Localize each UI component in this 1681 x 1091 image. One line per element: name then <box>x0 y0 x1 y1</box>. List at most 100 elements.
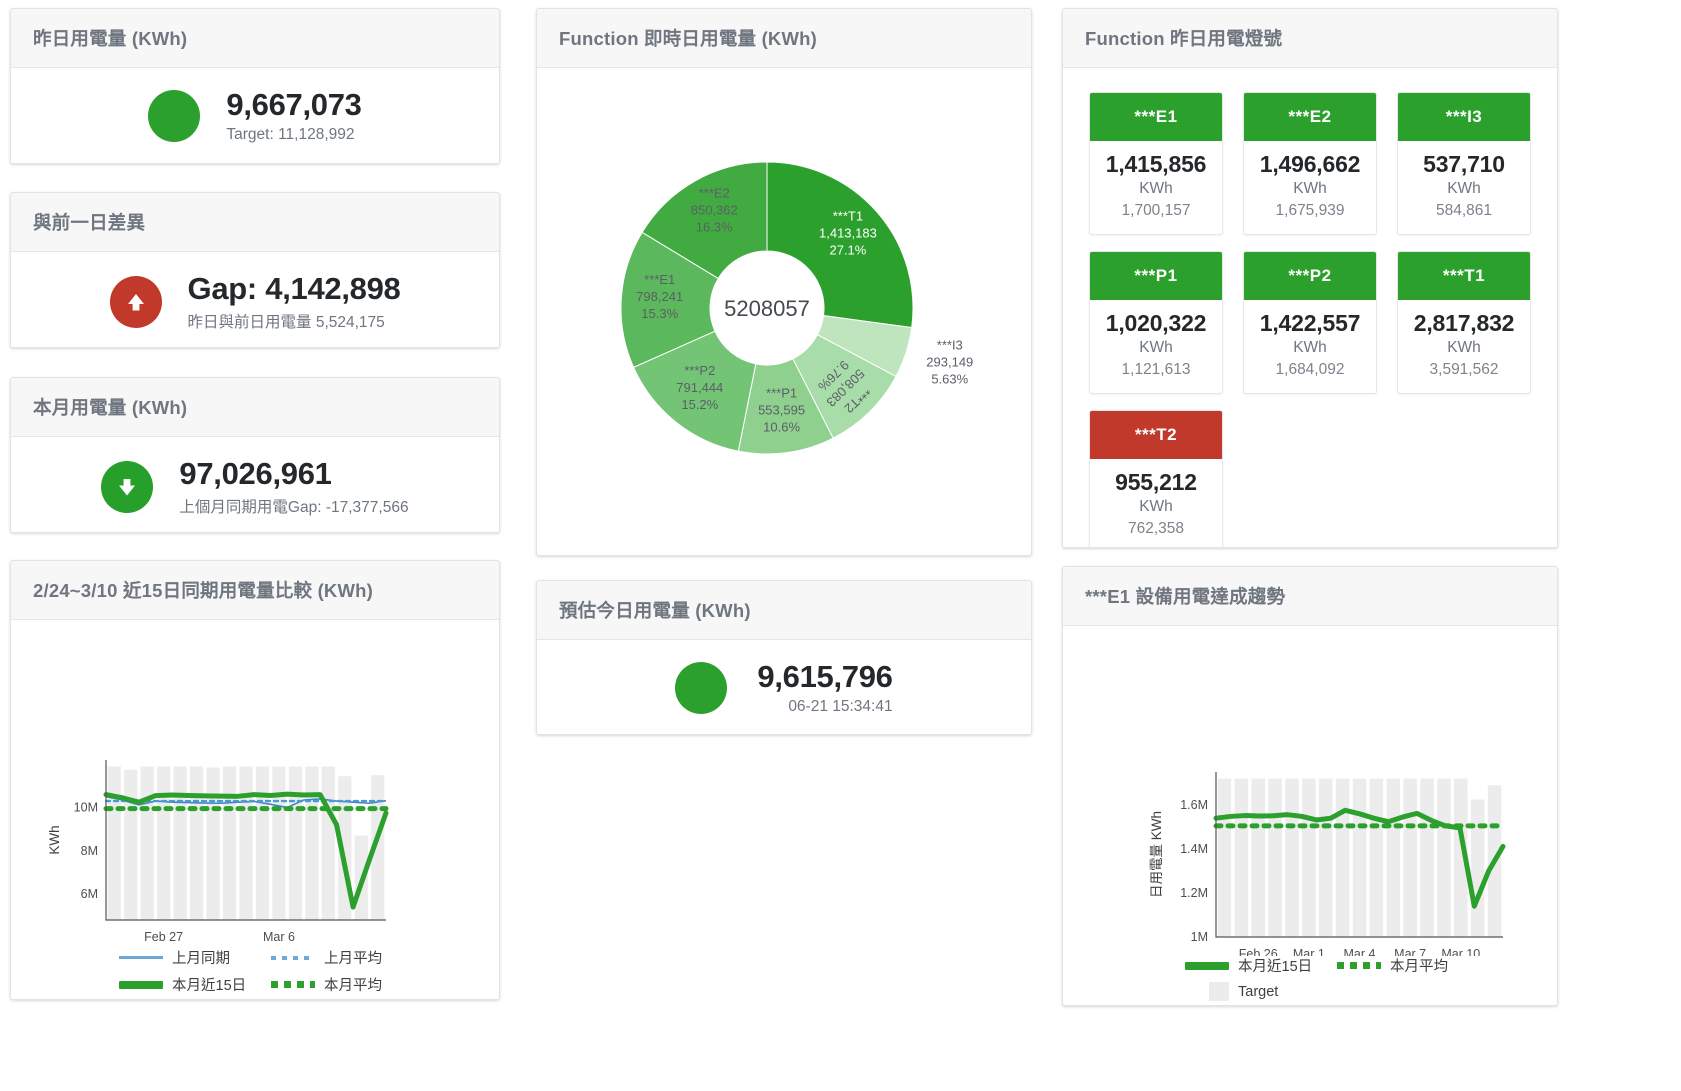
status-badge: ***E2 <box>1244 93 1376 141</box>
target-bar <box>305 766 319 920</box>
target-bar <box>190 766 204 920</box>
status-tile-T2[interactable]: ***T2 955,212 KWh 762,358 <box>1089 410 1223 547</box>
legend-item-Target[interactable]: Target <box>1209 982 1278 1001</box>
y-axis-label: 日用電量 KWh <box>1149 811 1164 898</box>
kpi-text: 97,026,961 上個月同期用電Gap: -17,377,566 <box>179 456 409 517</box>
card-e1-equipment-trend: ***E1 設備用電達成趨勢 1M 1.2M 1.4M 1.6M Feb 26 Mar 1… <box>1062 566 1558 1006</box>
e1trend-svg: 1M 1.2M 1.4M 1.6M Feb 26 Mar 1 Mar 4 Mar 7 Mar 1… <box>1149 772 1506 961</box>
legend-swatch-icon <box>271 981 315 988</box>
svg-text:***I3: ***I3 <box>937 338 963 353</box>
y-axis-tick: 1.4M <box>1180 842 1208 856</box>
legend-swatch-icon <box>119 956 163 959</box>
y-axis-tick: 1.6M <box>1180 798 1208 812</box>
status-tile-grid: ***E1 1,415,856 KWh 1,700,157 ***E2 1,496,662… <box>1063 68 1557 547</box>
donut-svg: ***T1 1,413,183 27.1% ***I3 293,149 5.63% ***T… <box>620 161 973 455</box>
kpi-value: 9,667,073 <box>226 87 362 122</box>
donut-center-total: 5208057 <box>724 296 810 321</box>
tile-target: 1,700,157 <box>1121 202 1191 219</box>
legend-item-上月同期[interactable]: 上月同期 <box>119 947 271 968</box>
card-body: 9,667,073 Target: 11,128,992 <box>11 68 499 163</box>
legend-item-本月近15日[interactable]: 本月近15日 <box>1185 955 1337 976</box>
kpi-row: Gap: 4,142,898 昨日與前日用電量 5,524,175 <box>11 252 499 347</box>
x-axis-tick: Mar 1 <box>1293 947 1325 956</box>
target-bar <box>1470 799 1485 937</box>
card-body: ***T1 1,413,183 27.1% ***I3 293,149 5.63% ***T… <box>537 68 1031 555</box>
tile-target: 1,121,613 <box>1121 361 1191 378</box>
card-title: 本月用電量 (KWh) <box>11 378 499 437</box>
legend-swatch-icon <box>1337 962 1381 969</box>
svg-text:1,413,183: 1,413,183 <box>819 225 877 240</box>
card-title: 預估今日用電量 (KWh) <box>537 581 1031 640</box>
y-axis-label: KWh <box>47 825 62 854</box>
legend-label: 本月近15日 <box>1238 959 1313 975</box>
target-bar <box>272 766 286 920</box>
status-badge: ***E1 <box>1090 93 1222 141</box>
tile-value: 537,710 <box>1423 151 1505 177</box>
card-15day-comparison: 2/24~3/10 近15日同期用電量比較 (KWh) 6M 8M 10M Feb 2… <box>10 560 500 1000</box>
card-estimated-today: 預估今日用電量 (KWh) 9,615,796 06-21 15:34:41 <box>536 580 1032 735</box>
tile-unit: KWh <box>1293 339 1327 356</box>
x-axis-tick: Feb 27 <box>144 930 183 944</box>
status-tile-E1[interactable]: ***E1 1,415,856 KWh 1,700,157 <box>1089 92 1223 235</box>
chart-axes <box>1215 772 1503 938</box>
status-circle-icon <box>675 661 728 714</box>
status-tile-I3[interactable]: ***I3 537,710 KWh 584,861 <box>1397 92 1531 235</box>
tile-target: 3,591,562 <box>1429 361 1499 378</box>
y-axis-tick: 10M <box>74 801 98 815</box>
kpi-subtext: 昨日與前日用電量 5,524,175 <box>187 313 385 331</box>
legend-swatch-icon <box>119 980 163 989</box>
target-bar <box>1268 778 1282 937</box>
target-bar <box>1403 778 1417 937</box>
status-badge: ***T1 <box>1398 252 1530 300</box>
donut-slice-E1[interactable] <box>620 231 719 368</box>
target-bar <box>1318 778 1333 937</box>
status-tile-E2[interactable]: ***E2 1,496,662 KWh 1,675,939 <box>1243 92 1377 235</box>
x-axis-tick: Mar 4 <box>1344 947 1376 956</box>
svg-text:553,595: 553,595 <box>758 403 805 418</box>
svg-text:791,444: 791,444 <box>676 380 723 395</box>
status-badge: ***T2 <box>1090 411 1222 459</box>
y-axis-tick: 1.2M <box>1180 886 1208 900</box>
target-bar <box>321 766 335 920</box>
target-bar <box>1386 778 1401 937</box>
status-tile-P1[interactable]: ***P1 1,020,322 KWh 1,121,613 <box>1089 251 1223 394</box>
legend-item-上月平均[interactable]: 上月平均 <box>271 947 423 968</box>
legend-swatch-icon <box>271 955 315 960</box>
status-tile-P2[interactable]: ***P2 1,422,557 KWh 1,684,092 <box>1243 251 1377 394</box>
svg-text:850,362: 850,362 <box>691 202 738 217</box>
tile-target: 584,861 <box>1435 202 1493 219</box>
tile-value: 955,212 <box>1115 469 1197 495</box>
donut-slice-T1[interactable] <box>766 161 914 329</box>
target-bar <box>1217 778 1232 937</box>
legend-item-本月平均[interactable]: 本月平均 <box>271 974 423 995</box>
kpi-subtext: 上個月同期用電Gap: -17,377,566 <box>179 498 409 516</box>
card-function-realtime-donut: Function 即時日用電量 (KWh) ***T1 1,413,183 27.1… <box>536 8 1032 556</box>
x-axis-tick: Mar 10 <box>1441 947 1480 956</box>
legend-label: 本月平均 <box>1390 959 1448 975</box>
svg-text:15.2%: 15.2% <box>681 397 718 412</box>
target-bar <box>239 766 253 920</box>
card-body: Gap: 4,142,898 昨日與前日用電量 5,524,175 <box>11 252 499 347</box>
legend-item-本月平均[interactable]: 本月平均 <box>1337 955 1489 976</box>
tile-target: 1,675,939 <box>1275 202 1345 219</box>
kpi-row: 9,615,796 06-21 15:34:41 <box>537 640 1031 734</box>
card-body: 6M 8M 10M Feb 27 Mar 6 KWh 上月同期 上月平均 本月近15日 本月平均… <box>11 620 499 999</box>
svg-text:***E1: ***E1 <box>644 272 675 287</box>
legend-label: 上月平均 <box>324 951 382 967</box>
donut-slice-E2[interactable] <box>641 161 768 280</box>
chart-axes <box>105 760 386 921</box>
svg-text:798,241: 798,241 <box>636 289 683 304</box>
donut-slice-P2[interactable] <box>632 330 757 452</box>
arrow-up-icon <box>109 275 162 328</box>
legend-row: 本月近15日 本月平均 <box>119 974 499 995</box>
status-badge: ***I3 <box>1398 93 1530 141</box>
card-body: 97,026,961 上個月同期用電Gap: -17,377,566 <box>11 437 499 532</box>
target-bar <box>1251 778 1265 937</box>
card-yesterday-usage: 昨日用電量 (KWh) 9,667,073 Target: 11,128,992 <box>10 8 500 164</box>
svg-text:10.6%: 10.6% <box>763 420 800 435</box>
status-tile-T1[interactable]: ***T1 2,817,832 KWh 3,591,562 <box>1397 251 1531 394</box>
tile-body: 1,415,856 KWh 1,700,157 <box>1090 141 1222 234</box>
legend-item-本月近15日[interactable]: 本月近15日 <box>119 974 271 995</box>
tile-unit: KWh <box>1293 180 1327 197</box>
